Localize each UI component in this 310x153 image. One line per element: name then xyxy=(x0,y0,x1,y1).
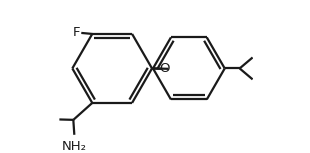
Text: O: O xyxy=(160,62,170,75)
Text: NH₂: NH₂ xyxy=(62,140,87,153)
Text: F: F xyxy=(73,26,81,39)
